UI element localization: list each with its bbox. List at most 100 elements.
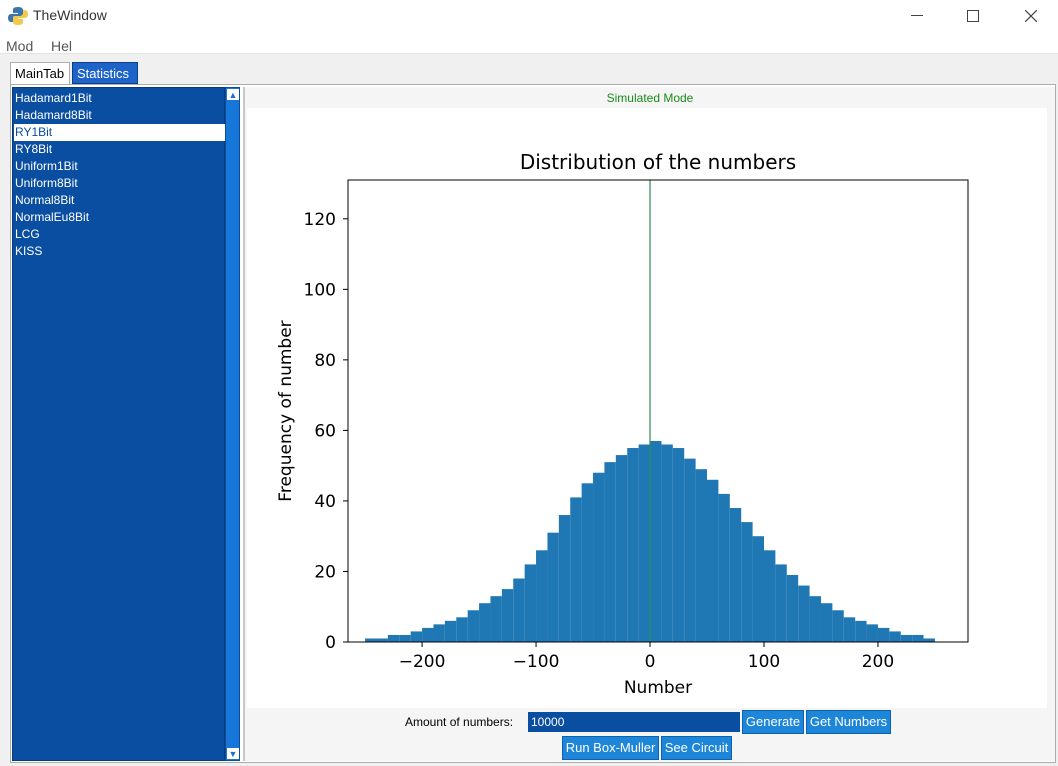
histogram-bar xyxy=(456,617,468,642)
histogram-bar xyxy=(912,634,924,642)
menu-item-mode[interactable]: Mod xyxy=(6,38,34,52)
histogram-bar xyxy=(695,469,708,642)
histogram-bar xyxy=(467,610,480,642)
list-item-uniform1bit[interactable]: Uniform1Bit xyxy=(15,159,78,173)
y-axis-label: Frequency of number xyxy=(276,320,296,501)
maximize-button[interactable] xyxy=(950,0,996,32)
y-tick-label: 100 xyxy=(304,280,336,300)
histogram-bar xyxy=(650,440,662,642)
histogram-bar xyxy=(479,603,491,642)
list-item-normaleu8bit[interactable]: NormalEu8Bit xyxy=(15,210,90,224)
histogram-bar xyxy=(581,483,594,642)
histogram-bar xyxy=(638,444,651,642)
histogram-bar xyxy=(387,634,400,642)
y-tick-label: 20 xyxy=(314,562,336,582)
mode-status: Simulated Mode xyxy=(606,91,694,105)
histogram-bar xyxy=(444,620,457,642)
histogram-bar xyxy=(661,444,673,642)
histogram-bar xyxy=(547,532,559,642)
histogram-bar xyxy=(900,634,913,642)
tab-statistics[interactable]: Statistics xyxy=(72,62,138,84)
histogram-bar xyxy=(570,497,582,642)
y-tick-label: 120 xyxy=(304,210,336,230)
x-tick-label: 100 xyxy=(748,652,780,672)
histogram-bar xyxy=(729,507,742,642)
histogram-bar xyxy=(809,596,821,642)
histogram-bar xyxy=(798,585,810,642)
histogram-bar xyxy=(866,624,878,642)
chart-title: Distribution of the numbers xyxy=(520,150,796,174)
list-item-ry1bit[interactable]: RY1Bit xyxy=(14,124,225,141)
histogram-bar xyxy=(433,624,445,642)
close-button[interactable] xyxy=(1008,0,1054,32)
histogram-bar xyxy=(604,462,616,642)
panel-divider[interactable] xyxy=(243,87,245,761)
histogram-bar xyxy=(501,589,514,642)
y-tick-label: 60 xyxy=(314,421,336,441)
histogram-bar xyxy=(513,578,525,642)
minimize-icon xyxy=(911,15,923,16)
x-tick-label: 0 xyxy=(645,652,656,672)
histogram-bar xyxy=(684,458,696,642)
get-numbers-button[interactable]: Get Numbers xyxy=(806,710,891,734)
histogram-bar xyxy=(399,634,411,642)
histogram-bar xyxy=(832,610,844,642)
y-tick-label: 0 xyxy=(325,633,336,653)
histogram-bar xyxy=(877,627,890,642)
listbox-scrollbar[interactable]: ▲ ▼ xyxy=(225,87,240,761)
scroll-down-icon[interactable]: ▼ xyxy=(227,748,239,759)
histogram-bar xyxy=(524,564,537,642)
histogram-bar xyxy=(536,550,548,642)
histogram-bar xyxy=(490,596,502,642)
y-tick-label: 80 xyxy=(314,351,336,371)
histogram-bar xyxy=(786,574,799,642)
histogram-bar xyxy=(365,638,377,642)
window-title: TheWindow xyxy=(33,7,107,23)
list-item-hadamard8bit[interactable]: Hadamard8Bit xyxy=(15,108,92,122)
maximize-icon xyxy=(967,10,979,22)
x-tick-label: −100 xyxy=(513,652,560,672)
histogram-bar xyxy=(558,515,571,642)
histogram-bar xyxy=(615,455,628,642)
histogram-bar xyxy=(410,631,423,642)
amount-input[interactable]: 10000 xyxy=(528,712,740,732)
histogram-bar xyxy=(763,550,776,642)
scroll-up-icon[interactable]: ▲ xyxy=(227,89,239,100)
histogram-bar xyxy=(718,493,730,642)
histogram-bar xyxy=(752,536,764,642)
list-item-lcg[interactable]: LCG xyxy=(15,227,40,241)
close-icon xyxy=(1025,10,1037,22)
amount-label: Amount of numbers: xyxy=(405,715,514,729)
histogram-bar xyxy=(593,472,605,642)
list-item-hadamard1bit[interactable]: Hadamard1Bit xyxy=(15,91,92,105)
run-box-muller-button[interactable]: Run Box-Muller xyxy=(562,736,659,760)
histogram-bar xyxy=(855,620,867,642)
x-axis-label: Number xyxy=(624,678,692,698)
list-item-uniform8bit[interactable]: Uniform8Bit xyxy=(15,176,78,190)
see-circuit-button[interactable]: See Circuit xyxy=(661,736,732,760)
generator-listbox[interactable]: Hadamard1Bit Hadamard8Bit RY1Bit RY8Bit … xyxy=(12,87,225,761)
list-item-normal8bit[interactable]: Normal8Bit xyxy=(15,193,75,207)
title-bar: TheWindow xyxy=(0,0,1058,32)
histogram-bar xyxy=(672,448,685,642)
minimize-button[interactable] xyxy=(894,0,940,32)
tab-maintab[interactable]: MainTab xyxy=(10,62,70,84)
histogram-bar xyxy=(843,617,856,642)
histogram-bar xyxy=(820,603,833,642)
generate-button[interactable]: Generate xyxy=(742,710,804,734)
list-item-ry8bit[interactable]: RY8Bit xyxy=(15,142,53,156)
plot-frame xyxy=(347,179,969,643)
y-tick-label: 40 xyxy=(314,492,336,512)
histogram-bar xyxy=(775,564,787,642)
list-item-kiss[interactable]: KISS xyxy=(15,244,43,258)
histogram-bar xyxy=(889,631,901,642)
histogram-bar xyxy=(923,638,935,642)
histogram-bar xyxy=(422,627,434,642)
x-tick-label: −200 xyxy=(399,652,446,672)
histogram-bar xyxy=(376,638,388,642)
histogram-bar xyxy=(627,448,639,642)
x-tick-label: 200 xyxy=(862,652,894,672)
menu-bar: Mod Hel xyxy=(0,32,1058,54)
menu-item-help[interactable]: Hel xyxy=(51,38,73,52)
histogram-chart: −200 −100 0 100 200 0 20 40 60 80 100 120 Distributi… xyxy=(247,108,1047,708)
